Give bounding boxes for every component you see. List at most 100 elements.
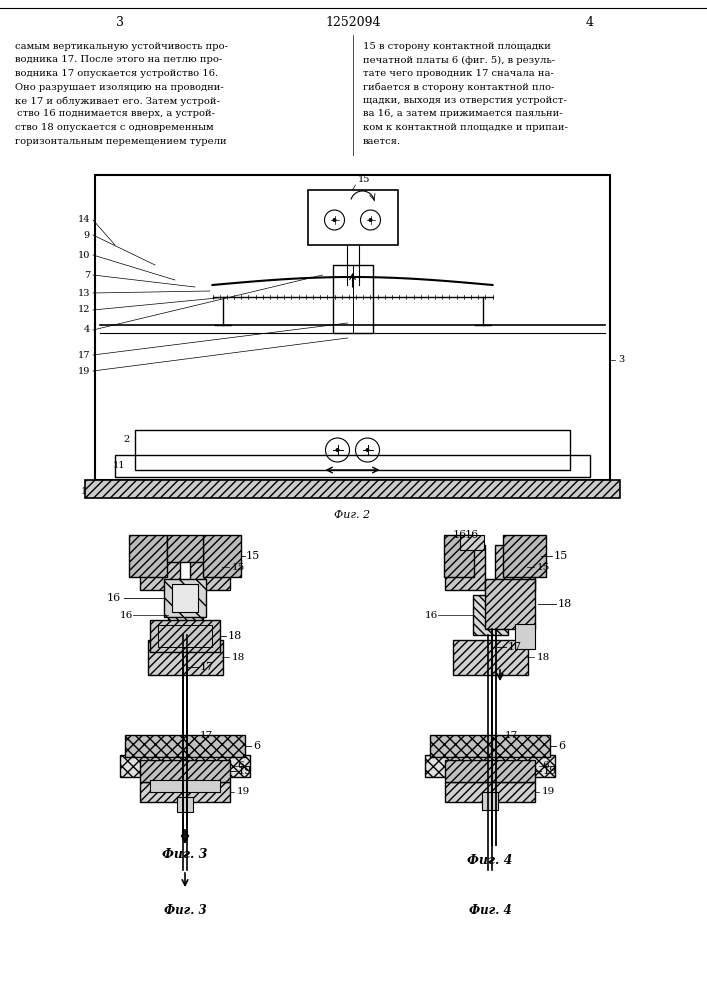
Text: горизонтальным перемещением турели: горизонтальным перемещением турели <box>15 136 227 145</box>
Text: 15: 15 <box>232 562 245 572</box>
Bar <box>140 760 230 782</box>
Text: 4: 4 <box>83 326 90 334</box>
Bar <box>95 175 610 480</box>
Bar <box>177 797 193 812</box>
Text: 6: 6 <box>237 762 244 770</box>
Bar <box>460 535 484 550</box>
Bar <box>203 535 241 577</box>
Bar <box>148 640 223 675</box>
Text: 13: 13 <box>78 288 90 298</box>
Text: 15: 15 <box>358 176 370 184</box>
Text: 6: 6 <box>558 741 565 751</box>
Bar <box>503 535 546 577</box>
Bar <box>85 480 620 498</box>
Circle shape <box>336 448 339 452</box>
Bar <box>445 782 535 802</box>
Text: 16: 16 <box>119 610 133 619</box>
Text: 15: 15 <box>554 551 568 561</box>
Bar <box>115 455 590 477</box>
Text: 18: 18 <box>232 652 245 662</box>
Bar <box>485 579 535 629</box>
Text: Фиг. 3: Фиг. 3 <box>164 904 206 916</box>
Text: Фиг. 4: Фиг. 4 <box>469 904 511 916</box>
Text: вается.: вается. <box>363 136 401 145</box>
Bar <box>150 780 220 792</box>
Circle shape <box>332 218 337 222</box>
Text: ство 18 опускается с одновременным: ство 18 опускается с одновременным <box>15 123 214 132</box>
Bar <box>515 624 535 649</box>
Text: 15 в сторону контактной площадки: 15 в сторону контактной площадки <box>363 42 551 51</box>
Text: Фиг. 2: Фиг. 2 <box>334 510 370 520</box>
Text: 16: 16 <box>107 593 121 603</box>
Text: 17: 17 <box>200 730 214 740</box>
Bar <box>140 782 230 802</box>
Text: 7: 7 <box>83 270 90 279</box>
Text: 15: 15 <box>537 562 550 572</box>
Bar <box>129 535 167 577</box>
Text: 15: 15 <box>246 551 260 561</box>
Bar <box>473 595 508 635</box>
Text: 19: 19 <box>238 766 252 776</box>
Bar <box>158 625 212 647</box>
Bar <box>150 620 220 652</box>
Text: 6: 6 <box>542 762 549 770</box>
Text: 3: 3 <box>116 15 124 28</box>
Bar <box>120 755 250 777</box>
Text: тате чего проводник 17 сначала на-: тате чего проводник 17 сначала на- <box>363 69 554 78</box>
Bar <box>172 584 198 612</box>
Text: 19: 19 <box>237 788 250 796</box>
Text: 16: 16 <box>425 610 438 619</box>
Text: щадки, выходя из отверстия устройст-: щадки, выходя из отверстия устройст- <box>363 96 567 105</box>
Bar <box>164 579 206 617</box>
Bar <box>168 595 203 635</box>
Bar <box>140 545 180 590</box>
Bar <box>495 545 535 590</box>
Text: 18: 18 <box>537 652 550 662</box>
Circle shape <box>368 218 373 222</box>
Text: ке 17 и облуживает его. Затем устрой-: ке 17 и облуживает его. Затем устрой- <box>15 96 220 105</box>
Text: ва 16, а затем прижимается паяльни-: ва 16, а затем прижимается паяльни- <box>363 109 563 118</box>
Circle shape <box>366 448 370 452</box>
Text: ком к контактной площадке и припаи-: ком к контактной площадке и припаи- <box>363 123 568 132</box>
Text: печатной платы 6 (фиг. 5), в резуль-: печатной платы 6 (фиг. 5), в резуль- <box>363 55 555 65</box>
Bar <box>135 430 570 470</box>
Bar <box>445 545 485 590</box>
Text: 2: 2 <box>124 436 130 444</box>
Text: 16: 16 <box>452 530 467 540</box>
Bar <box>445 760 535 782</box>
Text: 17: 17 <box>78 351 90 360</box>
Text: 17: 17 <box>505 730 518 740</box>
Text: 17: 17 <box>200 662 214 672</box>
Text: 4: 4 <box>586 15 594 28</box>
Bar <box>167 535 203 562</box>
Text: Фиг. 3: Фиг. 3 <box>162 848 208 861</box>
Text: 16: 16 <box>465 530 479 540</box>
Text: 6: 6 <box>253 741 260 751</box>
Text: водника 17 опускается устройство 16.: водника 17 опускается устройство 16. <box>15 69 218 78</box>
Text: 12: 12 <box>78 306 90 314</box>
Bar <box>453 640 528 675</box>
Bar <box>190 545 230 590</box>
Bar <box>125 735 245 757</box>
Text: ство 16 поднимается вверх, а устрой-: ство 16 поднимается вверх, а устрой- <box>15 109 215 118</box>
Text: 18: 18 <box>558 599 572 609</box>
Text: самым вертикальную устойчивость про-: самым вертикальную устойчивость про- <box>15 42 228 51</box>
Text: водника 17. После этого на петлю про-: водника 17. После этого на петлю про- <box>15 55 222 64</box>
Text: 1: 1 <box>81 488 87 496</box>
Text: 18: 18 <box>228 631 243 641</box>
Text: 19: 19 <box>78 366 90 375</box>
Text: 11: 11 <box>112 460 125 470</box>
Text: Оно разрушает изоляцию на проводни-: Оно разрушает изоляцию на проводни- <box>15 83 223 92</box>
Text: 1252094: 1252094 <box>325 15 381 28</box>
Bar <box>308 190 397 245</box>
Text: 3: 3 <box>618 356 624 364</box>
Bar <box>444 535 474 577</box>
Bar <box>425 755 555 777</box>
Text: Фиг. 4: Фиг. 4 <box>467 854 513 866</box>
Text: гибается в сторону контактной пло-: гибается в сторону контактной пло- <box>363 83 554 92</box>
Bar <box>430 735 550 757</box>
Bar <box>482 792 498 810</box>
Text: 9: 9 <box>84 231 90 239</box>
Text: 19: 19 <box>543 766 557 776</box>
Text: 10: 10 <box>78 250 90 259</box>
